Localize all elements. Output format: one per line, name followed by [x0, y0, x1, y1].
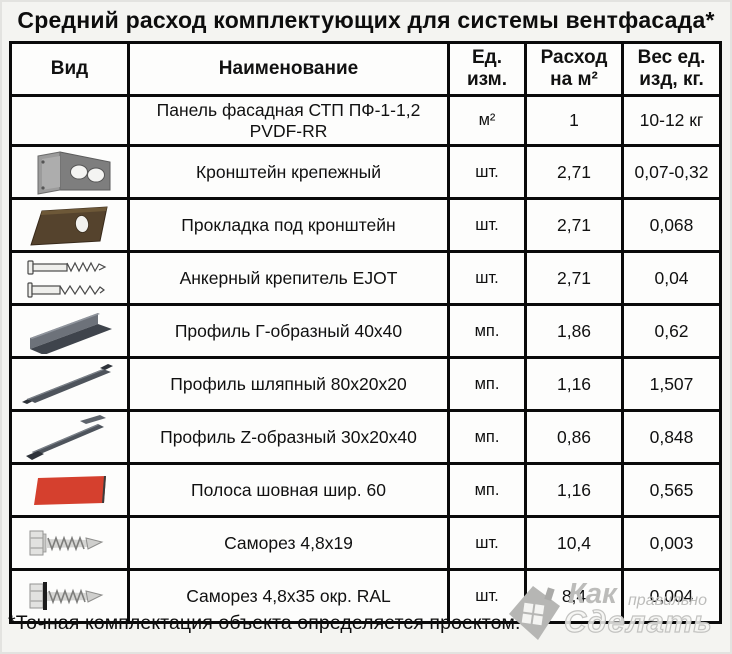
weight-value: 10-12 кг — [621, 94, 722, 147]
l-profile-image — [29, 313, 112, 354]
weight-value: 1,507 — [621, 356, 722, 412]
weight-value: 0,07-0,32 — [621, 144, 722, 200]
consumption-value: 2,71 — [524, 197, 624, 253]
table-row: Прокладка под кронштейн шт. 2,71 0,068 — [9, 197, 722, 253]
weight-value: 0,068 — [621, 197, 722, 253]
empty-image-cell — [9, 94, 130, 147]
consumption-value: 0,86 — [524, 409, 624, 465]
gasket-image — [29, 206, 108, 246]
consumption-value: 10,4 — [524, 515, 624, 571]
screw-image — [29, 530, 103, 556]
table-row: Саморез 4,8х19 шт. 10,4 0,003 — [9, 515, 722, 571]
consumption-value: 8,4 — [524, 568, 624, 624]
table-header-row: Вид Наименование Ед. изм. Расход на м² В… — [9, 41, 722, 97]
table-row: Полоса шовная шир. 60 мп. 1,16 0,565 — [9, 462, 722, 518]
component-name: Панель фасадная СТП ПФ-1-1,2 PVDF-RR — [127, 94, 450, 147]
component-name: Профиль Г-образный 40х40 — [127, 303, 450, 359]
component-name: Полоса шовная шир. 60 — [127, 462, 450, 518]
weight-value: 0,565 — [621, 462, 722, 518]
component-name: Саморез 4,8х19 — [127, 515, 450, 571]
consumption-value: 1,16 — [524, 356, 624, 412]
table-row: Саморез 4,8х35 окр. RAL шт. 8,4 0,004 — [9, 568, 722, 624]
unit-value: мп. — [447, 462, 527, 518]
weight-value: 0,848 — [621, 409, 722, 465]
unit-value: мп. — [447, 303, 527, 359]
header-weight: Вес ед. изд, кг. — [621, 41, 722, 97]
unit-value: шт. — [447, 250, 527, 306]
unit-value: шт. — [447, 197, 527, 253]
header-view: Вид — [9, 41, 130, 97]
consumption-value: 1,86 — [524, 303, 624, 359]
screw-washer-image — [29, 582, 103, 610]
page-title: Средний расход комплектующих для системы… — [17, 7, 715, 33]
unit-value: м² — [447, 94, 527, 147]
consumption-value: 2,71 — [524, 250, 624, 306]
hat-profile-image — [21, 364, 113, 404]
unit-value: мп. — [447, 356, 527, 412]
table-row: Профиль Z-образный 30х20х40 мп. 0,86 0,8… — [9, 409, 722, 465]
consumption-value: 1,16 — [524, 462, 624, 518]
component-name: Профиль Z-образный 30х20х40 — [127, 409, 450, 465]
red-strip-image — [33, 476, 106, 505]
header-unit: Ед. изм. — [447, 41, 527, 97]
unit-value: шт. — [447, 515, 527, 571]
weight-value: 0,62 — [621, 303, 722, 359]
weight-value: 0,003 — [621, 515, 722, 571]
table-row: Анкерный крепитель EJOT шт. 2,71 0,04 — [9, 250, 722, 306]
weight-value: 0,04 — [621, 250, 722, 306]
anchor-image — [26, 260, 106, 298]
unit-value: мп. — [447, 409, 527, 465]
table-row: Панель фасадная СТП ПФ-1-1,2 PVDF-RR м² … — [9, 94, 722, 147]
header-consumption: Расход на м² — [524, 41, 624, 97]
components-table: Вид Наименование Ед. изм. Расход на м² В… — [9, 41, 722, 624]
consumption-value: 2,71 — [524, 144, 624, 200]
component-name: Прокладка под кронштейн — [127, 197, 450, 253]
table-row: Профиль Г-образный 40х40 мп. 1,86 0,62 — [9, 303, 722, 359]
footnote: *Точная комплектация объекта определяетс… — [8, 612, 521, 634]
component-name: Профиль шляпный 80х20х20 — [127, 356, 450, 412]
bracket-image — [37, 151, 110, 195]
component-name: Саморез 4,8х35 окр. RAL — [127, 568, 450, 624]
weight-value: 0,004 — [621, 568, 722, 624]
component-name: Анкерный крепитель EJOT — [127, 250, 450, 306]
component-name: Кронштейн крепежный — [127, 144, 450, 200]
table-row: Профиль шляпный 80х20х20 мп. 1,16 1,507 — [9, 356, 722, 412]
z-profile-image — [25, 415, 106, 460]
header-name: Наименование — [127, 41, 450, 97]
table-row: Кронштейн крепежный шт. 2,71 0,07-0,32 — [9, 144, 722, 200]
consumption-value: 1 — [524, 94, 624, 147]
unit-value: шт. — [447, 144, 527, 200]
